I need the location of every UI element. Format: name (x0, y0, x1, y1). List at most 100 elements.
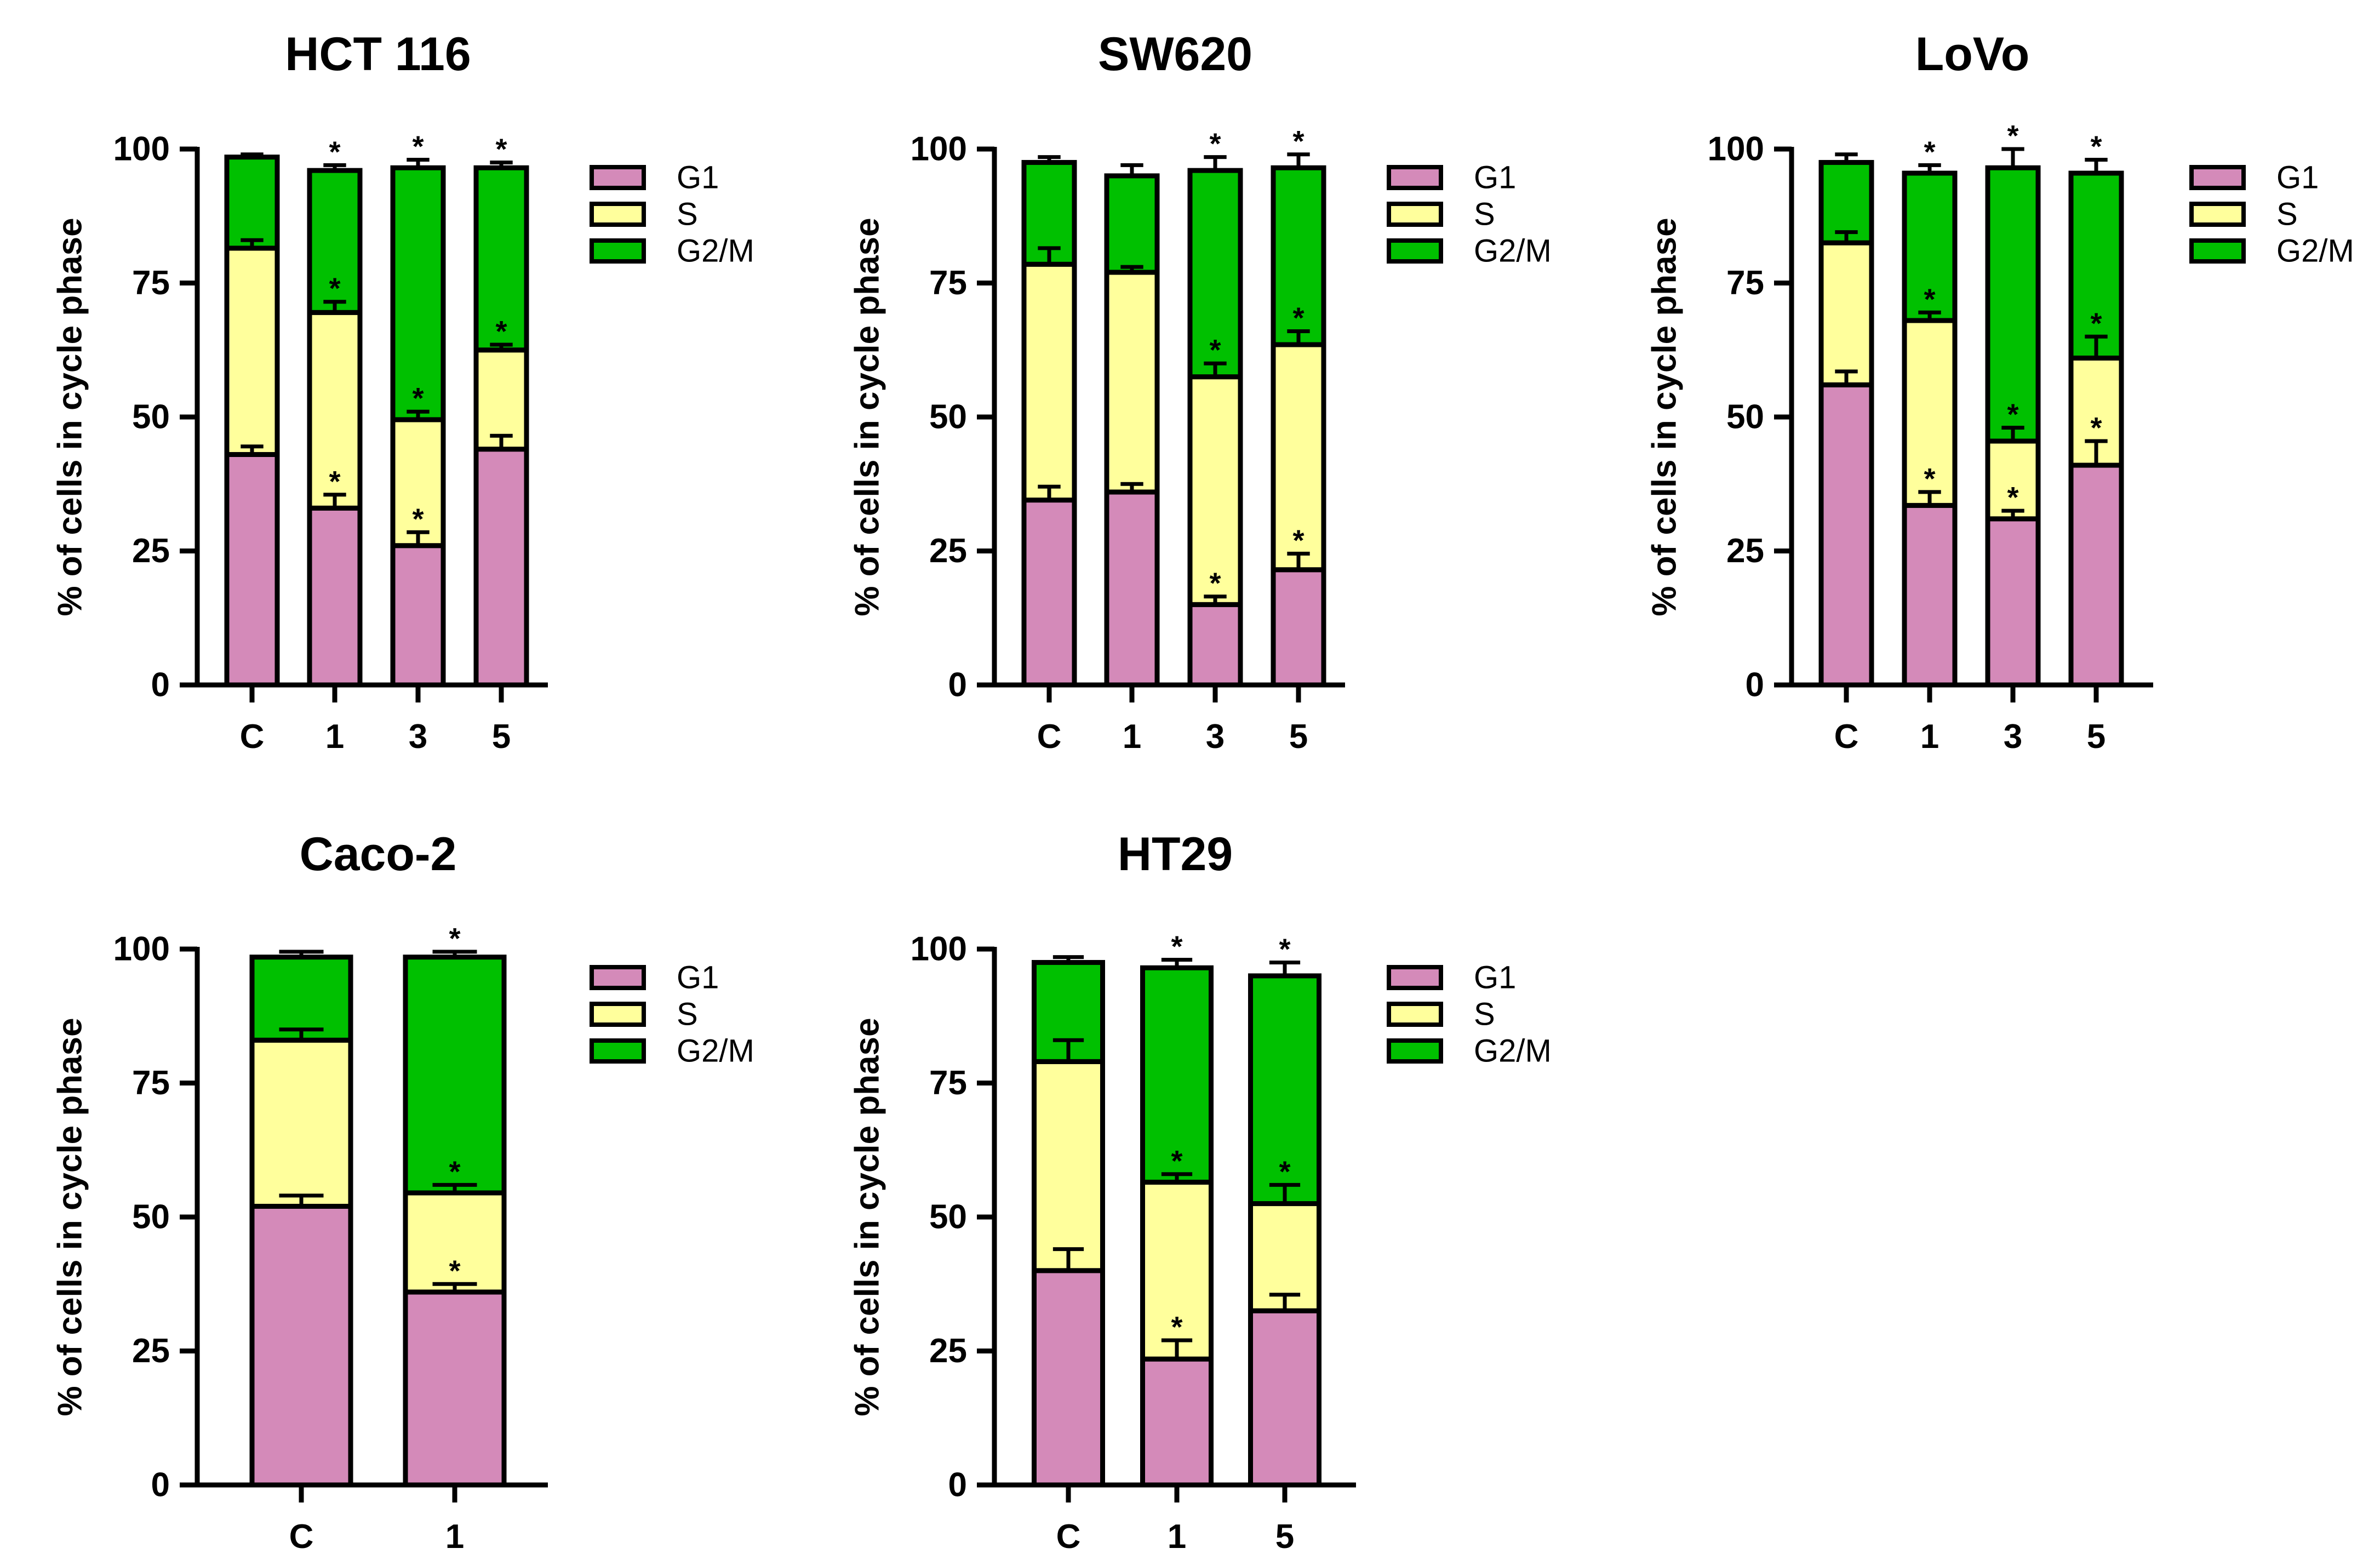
chart-panel-4: HT29% of cells in cycle phaseC***1**5025… (849, 828, 1552, 1554)
bar-G1-5 (1248, 1308, 1321, 1488)
significance-mark: * (1292, 524, 1304, 557)
legend-swatch-G1 (1387, 165, 1443, 190)
significance-mark: * (1924, 462, 1935, 495)
chart-title: LoVo (1915, 28, 2030, 81)
significance-mark: * (412, 502, 424, 535)
bar-G1-5 (2068, 462, 2124, 688)
y-tick-label: 25 (929, 532, 967, 570)
y-tick-label: 100 (911, 930, 967, 968)
legend-label: G1 (2276, 160, 2319, 196)
bar-G1-C (1021, 498, 1077, 688)
significance-mark: * (1209, 567, 1221, 600)
y-tick-label: 75 (929, 1064, 967, 1102)
legend-label: G2/M (1474, 1033, 1552, 1069)
y-tick-label: 25 (929, 1332, 967, 1370)
chart-panel-3: Caco-2 % of cells in cycle phase C * * * 1 0 25 5… (52, 828, 754, 1554)
legend-swatch-S (590, 1002, 646, 1027)
bar-G1-3 (390, 543, 446, 688)
bar-S-C (1032, 1059, 1105, 1273)
significance-mark: * (1924, 135, 1935, 168)
chart-title: Caco-2 (300, 828, 457, 881)
bar-G2M-1 (1140, 965, 1214, 1185)
legend-swatch-G1 (590, 165, 646, 190)
bar-G1-C (1032, 1268, 1105, 1488)
x-tick-label: 5 (1275, 1518, 1294, 1554)
significance-mark: * (449, 1254, 460, 1287)
bar-G1-1 (403, 1289, 507, 1488)
bar-G1-1 (1104, 489, 1160, 688)
significance-mark: * (1171, 1145, 1182, 1178)
legend-label: S (677, 197, 698, 232)
significance-mark: * (1171, 930, 1182, 963)
legend-swatch-G1 (2189, 165, 2246, 190)
bar-G1-1 (1140, 1356, 1214, 1488)
chart-title: SW620 (1098, 28, 1252, 81)
significance-mark: * (2007, 481, 2018, 514)
significance-mark: * (1209, 334, 1221, 367)
significance-mark: * (1292, 125, 1304, 158)
significance-mark: * (329, 135, 340, 168)
significance-mark: * (2090, 412, 2102, 444)
y-axis-label: % of cells in cycle phase (849, 1018, 886, 1416)
chart-panel-0: HCT 116 % of cells in cycle phase C * * * 1 * * *… (52, 28, 754, 756)
x-tick-label: 1 (1920, 718, 1939, 756)
y-tick-label: 75 (132, 264, 170, 302)
x-tick-label: 3 (2004, 718, 2022, 756)
significance-mark: * (412, 382, 424, 415)
legend-swatch-G2M (590, 1038, 646, 1064)
bar-G1-3 (1187, 602, 1243, 688)
bar-S-C (1021, 261, 1077, 503)
bar-G1-5 (1271, 567, 1326, 688)
legend-label: G2/M (677, 233, 754, 269)
y-tick-label: 0 (948, 1466, 967, 1504)
bar-S-1 (403, 1190, 507, 1295)
bar-S-C (249, 1037, 353, 1209)
y-tick-label: 50 (1726, 398, 1764, 436)
legend-swatch-S (2189, 202, 2246, 227)
bar-G2M-1 (307, 168, 363, 315)
bar-G1-C (249, 1203, 353, 1488)
x-tick-label: 1 (445, 1518, 464, 1554)
significance-mark: * (1924, 283, 1935, 316)
bar-G1-3 (1985, 516, 2041, 688)
x-tick-label: C (1834, 718, 1859, 756)
legend-swatch-G2M (590, 238, 646, 264)
legend-label: S (1474, 197, 1495, 232)
significance-mark: * (1171, 1311, 1182, 1344)
bar-G2M-C (224, 155, 280, 251)
significance-mark: * (2090, 307, 2102, 340)
y-axis-label: % of cells in cycle phase (1646, 218, 1684, 616)
significance-mark: * (2090, 130, 2102, 163)
bar-G2M-3 (390, 165, 446, 422)
legend-swatch-G2M (1387, 238, 1443, 264)
legend-swatch-G2M (2189, 238, 2246, 264)
legend-label: G1 (677, 160, 719, 196)
x-tick-label: 5 (1289, 718, 1308, 756)
y-tick-label: 25 (1726, 532, 1764, 570)
legend-swatch-G1 (590, 965, 646, 990)
significance-mark: * (1209, 128, 1221, 161)
legend-swatch-S (590, 202, 646, 227)
y-axis-label: % of cells in cycle phase (849, 218, 886, 616)
bar-S-C (1818, 240, 1874, 387)
significance-mark: * (2007, 119, 2018, 152)
significance-mark: * (412, 130, 424, 163)
y-tick-label: 50 (929, 398, 967, 436)
legend-swatch-G2M (1387, 1038, 1443, 1064)
bar-G1-C (224, 452, 280, 688)
significance-mark: * (495, 133, 507, 165)
legend-label: G2/M (677, 1033, 754, 1069)
significance-mark: * (449, 922, 460, 955)
significance-mark: * (1279, 933, 1290, 965)
legend-label: S (2276, 197, 2298, 232)
x-tick-label: 5 (2087, 718, 2106, 756)
legend-label: G1 (677, 960, 719, 996)
legend-swatch-G1 (1387, 965, 1443, 990)
significance-mark: * (1279, 1155, 1290, 1188)
significance-mark: * (329, 465, 340, 498)
y-tick-label: 0 (151, 666, 170, 704)
y-tick-label: 75 (132, 1064, 170, 1102)
y-tick-label: 100 (911, 130, 967, 168)
bar-G1-1 (1902, 502, 1958, 688)
y-tick-label: 50 (929, 1198, 967, 1236)
